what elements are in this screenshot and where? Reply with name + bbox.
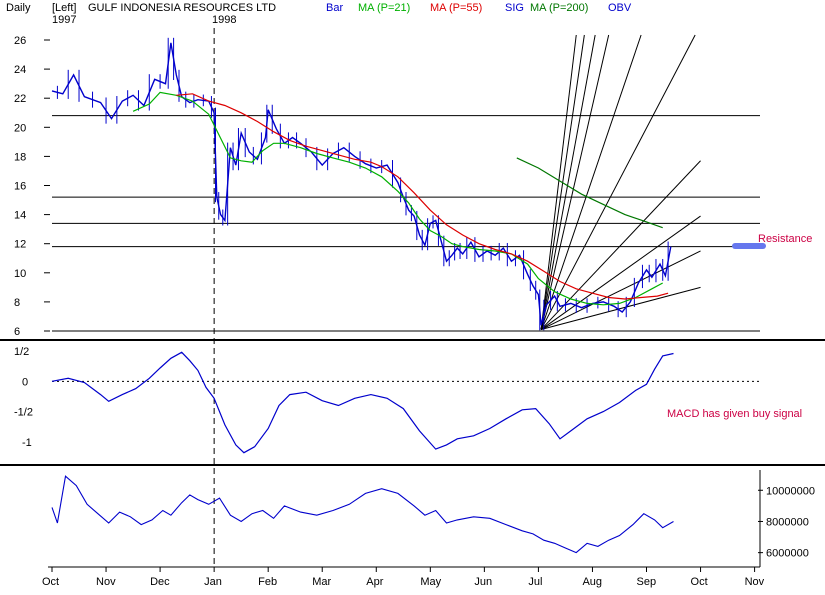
x-tick-label: Jul <box>528 576 542 588</box>
price-tick-label: 14 <box>14 210 26 222</box>
fan-line <box>540 34 577 330</box>
resistance-marker <box>732 243 766 249</box>
obv-tick-label: 8000000 <box>766 516 809 528</box>
x-axis: Oct Nov Dec Jan Feb Mar Apr May Jun Jul Aug Sep Oct N… <box>42 567 765 588</box>
macd-tick-label: 1/2 <box>14 346 29 358</box>
ma200-series <box>516 157 663 229</box>
legend-item: SIG <box>505 2 524 14</box>
price-tick-label: 26 <box>14 35 26 47</box>
x-tick-label: May <box>420 576 441 588</box>
fan-line <box>540 34 596 330</box>
x-tick-label: Jun <box>474 576 492 588</box>
chart-title: GULF INDONESIA RESOURCES LTD <box>88 2 276 14</box>
legend: Bar MA (P=21) MA (P=55) SIG MA (P=200) OBV <box>326 2 632 14</box>
price-series <box>51 42 672 326</box>
fan-line <box>540 34 610 330</box>
series-group <box>51 37 674 554</box>
horizontal-levels <box>52 115 760 332</box>
fan-line <box>540 286 701 331</box>
year-start-label: 1997 <box>52 14 76 26</box>
macd-axis: 1/2 0 -1/2 -1 <box>14 346 760 449</box>
legend-item: MA (P=200) <box>530 2 588 14</box>
price-tick-label: 24 <box>14 64 26 76</box>
legend-item: Bar <box>326 2 343 14</box>
macd-tick-label: 0 <box>22 376 28 388</box>
year-divider-label: 1998 <box>212 14 236 26</box>
price-tick-label: 8 <box>14 297 20 309</box>
price-tick-label: 10 <box>14 268 26 280</box>
x-tick-label: Dec <box>150 576 170 588</box>
macd-series <box>51 351 674 454</box>
obv-series <box>51 475 674 554</box>
fan-line <box>540 34 696 330</box>
fan-line <box>540 160 701 330</box>
gann-fan <box>540 34 701 331</box>
obv-tick-label: 6000000 <box>766 548 809 560</box>
fan-line <box>540 250 701 330</box>
legend-item: MA (P=55) <box>430 2 482 14</box>
x-tick-label: Sep <box>637 576 657 588</box>
x-tick-label: Jan <box>204 576 222 588</box>
price-tick-label: 16 <box>14 181 26 193</box>
scale-side-label: [Left] <box>52 2 76 14</box>
ma55-series <box>176 93 669 300</box>
legend-item: MA (P=21) <box>358 2 410 14</box>
fan-line <box>540 215 701 330</box>
x-tick-label: Oct <box>42 576 59 588</box>
price-tick-label: 20 <box>14 122 26 134</box>
price-tick-label: 22 <box>14 93 26 105</box>
macd-note: MACD has given buy signal <box>667 408 802 420</box>
macd-tick-label: -1 <box>22 437 32 449</box>
x-tick-label: Nov <box>745 576 765 588</box>
price-axis: 26 24 22 20 18 16 14 12 10 8 6 <box>14 35 50 338</box>
obv-axis: 10000000 8000000 6000000 <box>758 470 815 567</box>
fan-line <box>540 34 642 330</box>
ma21-series <box>132 91 663 306</box>
x-tick-label: Aug <box>582 576 602 588</box>
x-tick-label: Apr <box>366 576 383 588</box>
legend-item: OBV <box>608 2 632 14</box>
x-tick-label: Oct <box>691 576 708 588</box>
resistance-label: Resistance <box>758 233 812 245</box>
price-tick-label: 18 <box>14 151 26 163</box>
x-tick-label: Nov <box>96 576 116 588</box>
price-tick-label: 12 <box>14 239 26 251</box>
x-tick-label: Feb <box>258 576 277 588</box>
macd-tick-label: -1/2 <box>14 407 33 419</box>
obv-tick-label: 10000000 <box>766 485 815 497</box>
price-tick-label: 6 <box>14 326 20 338</box>
period-label: Daily <box>6 2 31 14</box>
x-tick-label: Mar <box>312 576 331 588</box>
panel-frames <box>0 28 825 568</box>
